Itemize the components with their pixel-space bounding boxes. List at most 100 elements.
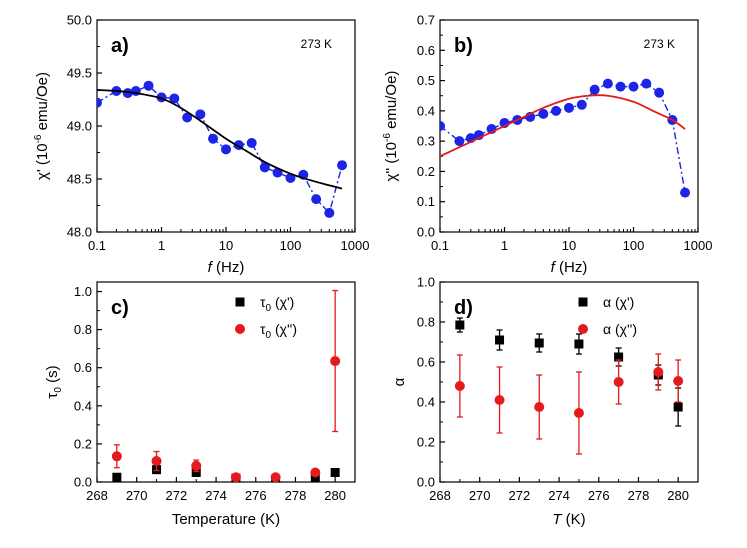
chart2-temperature-label: 273 K xyxy=(644,37,675,51)
chart1-y-axis-label-main: χ' (10 xyxy=(34,143,51,180)
chart2-x-axis-label-unit: (Hz) xyxy=(555,259,588,276)
chart2-series-1-point xyxy=(551,105,562,116)
chart2-series-1-point xyxy=(641,78,652,89)
chart4-series-1-point xyxy=(495,335,505,345)
chart4-series-1-point xyxy=(614,352,624,362)
chart2-series-1-point xyxy=(602,78,613,89)
chart1-series-1-point xyxy=(195,109,206,120)
chart3-y-tick-label: 0.4 xyxy=(74,398,92,413)
chart4-x-tick-label: 268 xyxy=(429,488,451,503)
chart2-panel-label: b) xyxy=(454,35,473,57)
chart3-x-tick-label: 270 xyxy=(126,488,148,503)
chart4-y-tick-label: 0.6 xyxy=(417,355,435,370)
chart3-legend-2-subscript: 0 xyxy=(266,330,272,341)
chart4-frame xyxy=(439,281,699,483)
chart4-x-axis-label-unit: (K) xyxy=(562,511,586,528)
chart2-series-1-point xyxy=(440,121,445,131)
chart4-x-tick-label: 274 xyxy=(548,488,570,503)
chart1-panel-label: a) xyxy=(111,35,129,57)
chart1-series-1-connector-line xyxy=(97,84,343,215)
chart1-series-1-point xyxy=(337,160,348,171)
chart3-y-tick-label: 0.2 xyxy=(74,436,92,451)
chart3-series-2-point xyxy=(270,472,281,482)
chart4-series-2-point xyxy=(454,381,465,391)
chart1-x-tick-label: 0.1 xyxy=(88,238,106,253)
chart3-series-1-point xyxy=(112,472,122,482)
chart1-y-tick-label: 49.0 xyxy=(67,119,92,134)
chart2-x-tick-label: 0.1 xyxy=(431,238,449,253)
chart2-series-1-point xyxy=(615,81,626,92)
chart3-frame xyxy=(96,281,356,483)
chart2-x-tick-label: 10 xyxy=(562,238,576,253)
chart2-x-tick-label: 1 xyxy=(501,238,508,253)
chart3-series-1-point xyxy=(330,467,340,477)
chart2-plot-area xyxy=(440,78,691,198)
chart4-x-tick-label: 278 xyxy=(628,488,650,503)
chart1-x-axis-label: f (Hz) xyxy=(208,259,245,276)
chart4-legend-1-label: α (χ') xyxy=(603,294,634,310)
chart4-series-2-point xyxy=(613,377,624,387)
chart4-y-axis-label: α xyxy=(391,377,408,386)
chart3-legend-1-marker xyxy=(235,297,245,307)
chart2-y-tick-label: 0.4 xyxy=(417,103,435,118)
chart2-series-2-fit-line xyxy=(440,94,686,158)
chart2-series-1-point xyxy=(538,108,549,119)
chart3-y-tick-label: 1.0 xyxy=(74,284,92,299)
chart3-legend-1-label: τ0 (χ') xyxy=(260,294,294,314)
chart1-series-1-point xyxy=(208,133,219,144)
chart2-y-tick-label: 0.2 xyxy=(417,164,435,179)
chart2-y-tick-label: 0.6 xyxy=(417,43,435,58)
chart4-x-tick-label: 276 xyxy=(588,488,610,503)
chart3-x-tick-label: 276 xyxy=(245,488,267,503)
chart3-y-tick-label: 0.8 xyxy=(74,322,92,337)
chart4-legend-2-label: α (χ'') xyxy=(603,321,637,337)
chart4-x-tick-label: 270 xyxy=(469,488,491,503)
chart2-series-1-point xyxy=(654,87,665,98)
chart3-y-axis-label: τ0 (s) xyxy=(44,365,64,398)
chart1-x-tick-label: 1 xyxy=(158,238,165,253)
chart1-x-axis-label-unit: (Hz) xyxy=(212,259,245,276)
chart3-legend-2-symbol: τ xyxy=(260,321,266,337)
chart1-series-1-point xyxy=(311,194,322,205)
panel-c-chart: 268 270 272 274 276 278 280 0.0 0.2 0.4 0.6 0.8 1.0 T… xyxy=(44,281,356,528)
chart1-series-1-point xyxy=(182,112,193,123)
chart4-x-tick-label: 280 xyxy=(667,488,689,503)
chart2-y-axis-label: χ'' (10-6 emu/Oe) xyxy=(382,71,400,182)
chart2-frame xyxy=(439,19,699,233)
chart1-series-1-point xyxy=(169,93,180,104)
chart4-panel-label: d) xyxy=(454,297,473,319)
chart2-series-1-point xyxy=(564,102,574,113)
panel-a-chart: 0.1 1 10 100 1000 48.0 48.5 49.0 49.5 50.0 f (Hz) χ… xyxy=(33,13,369,277)
chart2-y-tick-label: 0.3 xyxy=(417,134,435,149)
chart2-y-tick-label: 0.7 xyxy=(417,13,435,28)
chart3-x-tick-label: 268 xyxy=(86,488,108,503)
chart3-y-axis-label-main: τ xyxy=(44,393,61,399)
chart3-x-axis-label: Temperature (K) xyxy=(172,511,280,528)
chart4-y-axis-label-main: α xyxy=(391,377,408,386)
chart3-plot-area xyxy=(111,289,341,482)
chart4-y-tick-label: 0.0 xyxy=(417,475,435,490)
chart1-series-1-point xyxy=(324,207,335,218)
chart2-y-tick-label: 0.0 xyxy=(417,225,435,240)
chart3-x-tick-label: 278 xyxy=(285,488,307,503)
chart3-y-axis-label-sub: 0 xyxy=(53,387,64,393)
chart1-series-1-point xyxy=(122,88,133,99)
chart4-legend-1-marker xyxy=(578,297,588,307)
chart4-legend-2-rest: (χ'') xyxy=(611,321,637,337)
chart3-y-axis-label-unit: (s) xyxy=(44,365,61,387)
chart1-temperature-label: 273 K xyxy=(301,37,332,51)
chart3-legend-1-symbol: τ xyxy=(260,294,266,310)
chart1-x-axis-label-var: f xyxy=(208,259,214,276)
chart3-legend-2-label: τ0 (χ'') xyxy=(260,321,297,341)
chart1-y-tick-label: 50.0 xyxy=(67,13,92,28)
chart1-series-1-point xyxy=(246,137,257,148)
chart4-series-2-point xyxy=(673,376,684,386)
chart3-legend-1-rest: (χ') xyxy=(271,294,294,310)
chart4-y-tick-label: 1.0 xyxy=(417,275,435,290)
chart4-series-1-point xyxy=(574,339,584,349)
chart4-series-1-point xyxy=(673,402,683,412)
chart4-legend-2-symbol: α xyxy=(603,321,611,337)
chart1-series-1-point xyxy=(221,144,231,155)
